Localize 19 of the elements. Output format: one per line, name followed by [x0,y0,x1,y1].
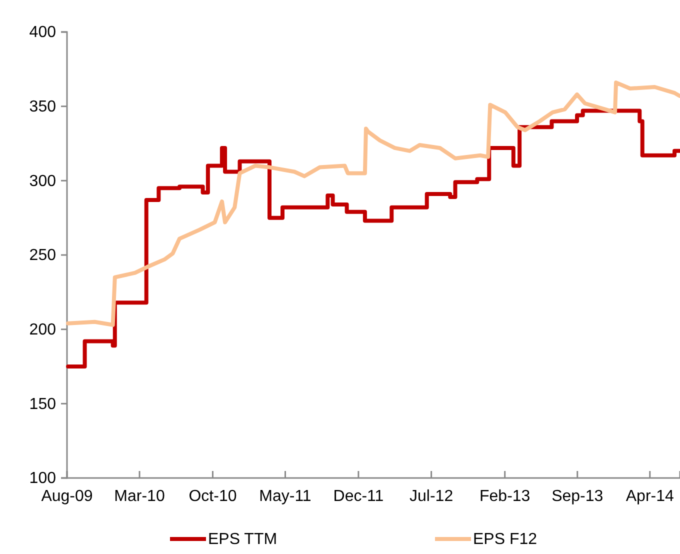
x-tick-label: Oct-10 [188,488,237,505]
legend-label: EPS F12 [473,531,538,548]
x-tick-label: Feb-13 [480,488,530,505]
y-tick-label: 300 [29,172,56,190]
y-tick-label: 100 [29,470,56,488]
x-tick-label: Apr-14 [626,488,674,505]
x-tick-label: Mar-10 [114,488,165,505]
legend-label: EPS TTM [208,531,278,548]
y-tick-label: 400 [29,24,56,42]
y-tick-label: 150 [29,396,56,413]
y-tick-label: 350 [29,98,56,116]
line-series [66,80,680,327]
x-tick-label: May-11 [259,488,312,505]
x-tick-label: Sep-13 [552,488,604,505]
x-tick-label: Dec-11 [333,488,384,505]
x-tick-label: Aug-09 [41,488,93,505]
x-tick-label: Jul-12 [410,488,454,505]
y-tick-label: 200 [29,321,56,338]
y-tick-label: 250 [29,247,56,264]
